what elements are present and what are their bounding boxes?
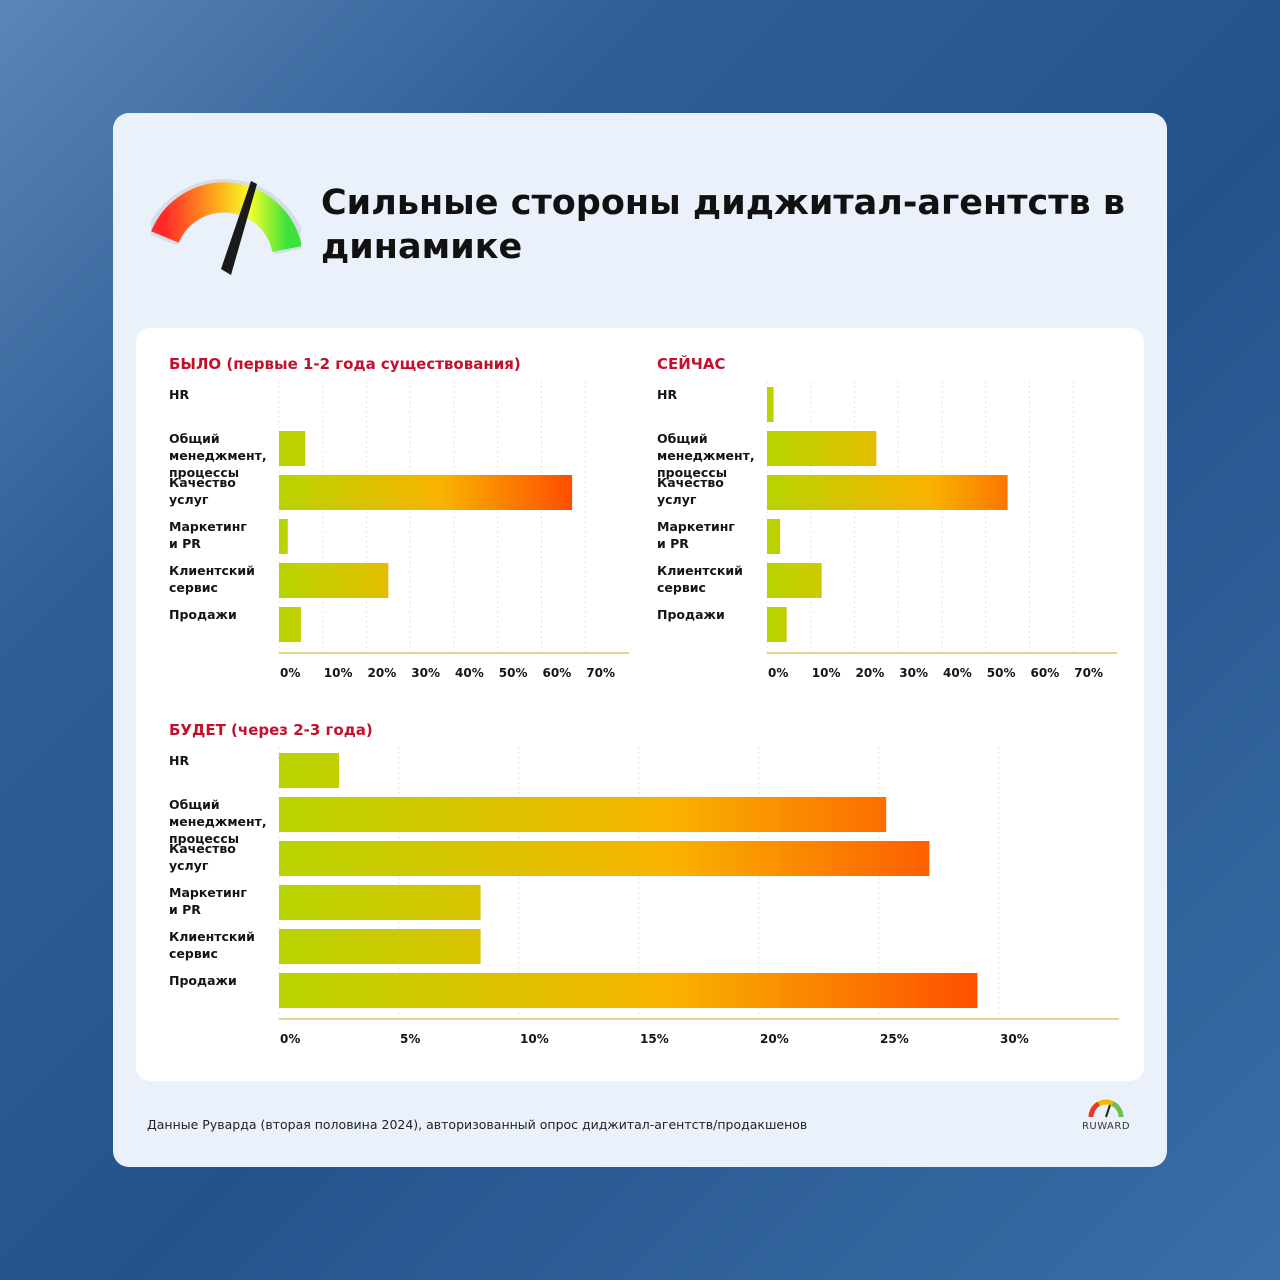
category-label: Клиентский сервис (169, 929, 255, 961)
category-label: Качество услуг (169, 841, 236, 873)
tick-label: 70% (586, 666, 615, 680)
infographic-card: Сильные стороны диджитал-агентств в дина… (113, 113, 1167, 1167)
tick-label: 0% (280, 666, 300, 680)
tick-label: 15% (640, 1032, 669, 1046)
tick-label: 60% (543, 666, 572, 680)
page-title: Сильные стороны диджитал-агентств в дина… (321, 183, 1126, 267)
tick-label: 10% (324, 666, 353, 680)
bar (279, 563, 389, 598)
tick-label: 10% (812, 666, 841, 680)
bar (767, 563, 822, 598)
tick-label: 5% (400, 1032, 420, 1046)
tick-label: 40% (455, 666, 484, 680)
tick-label: 20% (760, 1032, 789, 1046)
tick-label: 60% (1031, 666, 1060, 680)
bar (279, 431, 306, 466)
chart-now: СЕЙЧАС HR Общий менеджмент, процессы Качеств… (657, 355, 1117, 695)
bar (279, 929, 481, 964)
category-label: Продажи (169, 607, 237, 622)
bar (279, 475, 573, 510)
category-label: Маркетинг и PR (169, 519, 247, 551)
bar (279, 753, 339, 788)
category-label: Маркетинг и PR (169, 885, 247, 917)
bar (767, 607, 787, 642)
bar (279, 519, 288, 554)
bar (279, 797, 887, 832)
category-label: Общий менеджмент, процессы (169, 797, 267, 846)
logo-text: RUWARD (1081, 1121, 1131, 1132)
tick-label: 0% (280, 1032, 300, 1046)
gauge-icon (1088, 1099, 1124, 1118)
tick-label: 25% (880, 1032, 909, 1046)
bar (279, 607, 301, 642)
category-label: Качество услуг (657, 475, 724, 507)
bar (279, 841, 930, 876)
category-label: Общий менеджмент, процессы (657, 431, 755, 480)
tick-label: 10% (520, 1032, 549, 1046)
category-label: Маркетинг и PR (657, 519, 735, 551)
category-label: Клиентский сервис (169, 563, 255, 595)
category-label: Качество услуг (169, 475, 236, 507)
category-label: Общий менеджмент, процессы (169, 431, 267, 480)
tick-label: 30% (411, 666, 440, 680)
chart-before: БЫЛО (первые 1-2 года существования) HR О… (169, 355, 629, 695)
tick-label: 0% (768, 666, 788, 680)
bar (767, 431, 877, 466)
bar (279, 973, 978, 1008)
chart-title: СЕЙЧАС (657, 355, 726, 373)
chart-title: БУДЕТ (через 2-3 года) (169, 721, 373, 739)
category-label: Клиентский сервис (657, 563, 743, 595)
category-label: HR (657, 387, 677, 402)
category-label: Продажи (657, 607, 725, 622)
tick-label: 30% (1000, 1032, 1029, 1046)
ruward-logo: RUWARD (1079, 1099, 1133, 1135)
chart-title: БЫЛО (первые 1-2 года существования) (169, 355, 521, 373)
tick-label: 20% (368, 666, 397, 680)
tick-label: 20% (856, 666, 885, 680)
speedometer-icon (151, 178, 301, 275)
tick-label: 50% (987, 666, 1016, 680)
category-label: Продажи (169, 973, 237, 988)
category-label: HR (169, 387, 189, 402)
tick-label: 30% (899, 666, 928, 680)
bar (767, 475, 1008, 510)
tick-label: 70% (1074, 666, 1103, 680)
category-label: HR (169, 753, 189, 768)
bar (279, 885, 481, 920)
chart-future: БУДЕТ (через 2-3 года) HR Общий менеджмент… (169, 721, 1119, 1061)
source-note: Данные Руварда (вторая половина 2024), а… (147, 1117, 808, 1132)
tick-label: 40% (943, 666, 972, 680)
tick-label: 50% (499, 666, 528, 680)
bar (767, 387, 774, 422)
bar (767, 519, 781, 554)
